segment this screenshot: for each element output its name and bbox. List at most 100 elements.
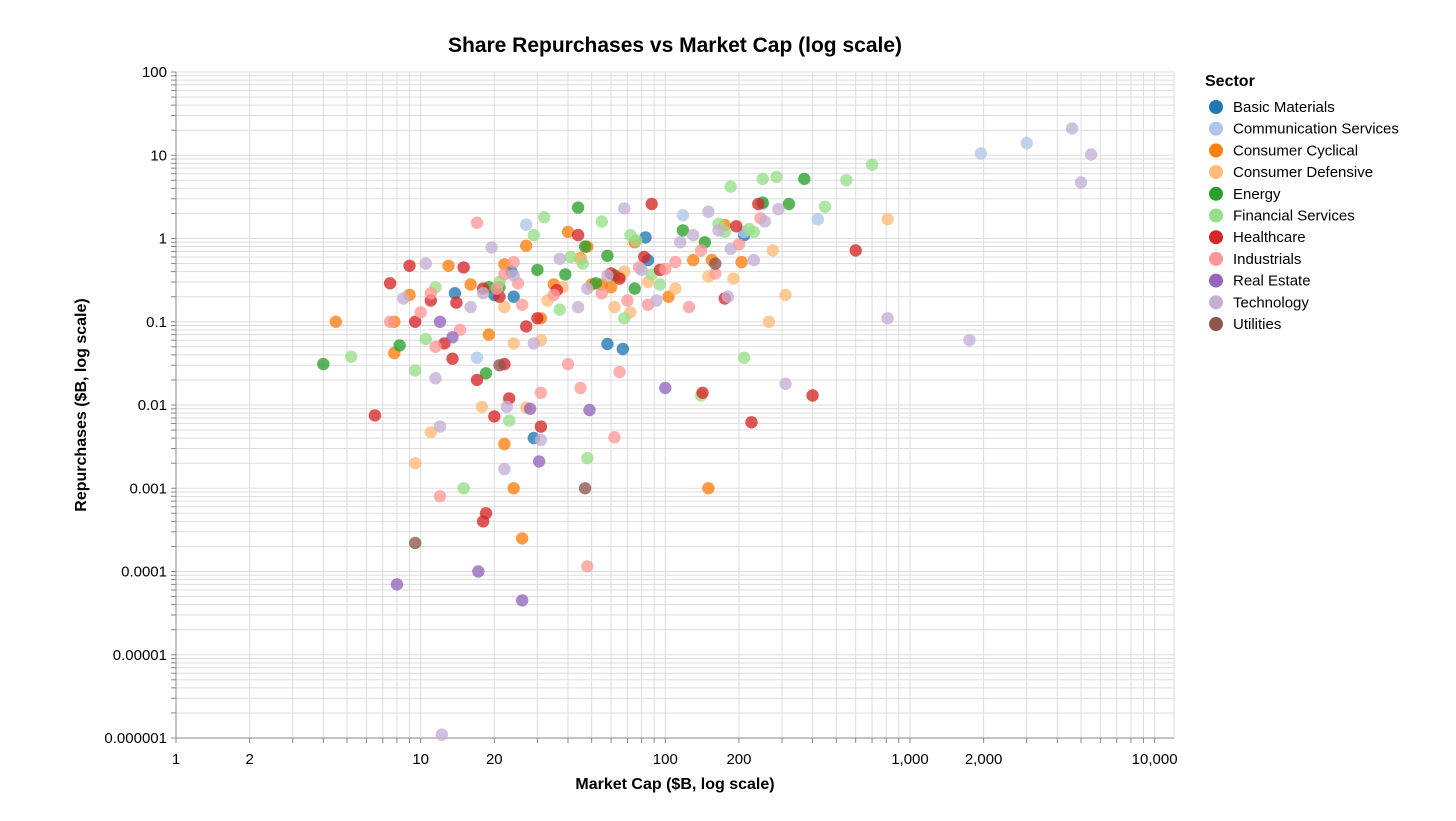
data-point [653, 278, 667, 291]
y-tick-label: 0.1 [146, 314, 167, 331]
data-point [674, 236, 687, 249]
data-point [1084, 148, 1098, 161]
x-tick-label: 20 [486, 751, 503, 768]
legend-swatch [1209, 208, 1223, 223]
data-point [490, 282, 504, 295]
legend-label: Healthcare [1233, 229, 1306, 246]
data-point [429, 340, 442, 353]
x-tick-label: 200 [726, 751, 751, 768]
data-point [534, 420, 548, 433]
data-point [419, 332, 432, 346]
data-point [498, 462, 511, 476]
data-point [475, 400, 489, 414]
data-point [669, 282, 682, 295]
data-point [538, 211, 551, 224]
data-point [1074, 176, 1088, 189]
data-point [520, 239, 533, 252]
data-point [737, 351, 751, 364]
data-point [409, 457, 422, 470]
data-point [578, 240, 592, 253]
y-tick-label: 0.00001 [113, 647, 167, 664]
data-point [782, 197, 796, 211]
data-point [772, 203, 785, 216]
axes: 1 2 10 20 100 200 1,000 2,000 10,000 100 10 1 0.1 0.0… [104, 64, 1177, 768]
data-point [559, 268, 572, 281]
data-point [621, 294, 634, 307]
legend-swatch [1209, 186, 1223, 201]
legend-label: Consumer Defensive [1233, 164, 1373, 181]
data-point [433, 490, 447, 503]
data-point [779, 377, 792, 390]
data-point [881, 312, 894, 325]
data-point [818, 200, 832, 213]
data-point [507, 482, 520, 495]
data-point [534, 386, 548, 399]
data-point [811, 213, 824, 226]
data-point [507, 255, 520, 269]
data-point [488, 410, 501, 423]
data-point [520, 320, 533, 333]
data-point [516, 298, 529, 311]
y-axis-title: Repurchases ($B, log scale) [73, 298, 90, 511]
data-point [409, 364, 422, 377]
data-point [571, 201, 585, 214]
data-point [635, 263, 648, 277]
data-point [849, 244, 862, 257]
data-point [758, 215, 771, 228]
data-point [345, 350, 358, 363]
data-point [581, 282, 594, 295]
y-tick-label: 0.0001 [121, 564, 167, 581]
data-point [498, 268, 511, 281]
data-point [595, 215, 608, 228]
x-tick-label: 1,000 [891, 751, 929, 768]
data-point [498, 258, 511, 271]
data-point [448, 287, 462, 300]
data-point [865, 158, 879, 171]
x-tick-label: 10,000 [1132, 751, 1178, 768]
data-point [662, 290, 675, 303]
chart-title: Share Repurchases vs Market Cap (log sca… [448, 34, 902, 57]
data-point [419, 257, 432, 270]
data-point [329, 315, 342, 328]
legend-label: Real Estate [1233, 273, 1311, 290]
data-point [1020, 136, 1033, 150]
data-point [770, 170, 783, 184]
data-point [604, 281, 618, 294]
legend-swatch [1209, 295, 1223, 310]
data-point [727, 272, 740, 285]
data-point [1065, 122, 1079, 135]
legend-label: Communication Services [1233, 121, 1399, 138]
data-point [628, 282, 641, 295]
data-point [613, 272, 626, 285]
data-point [464, 300, 477, 314]
data-point [523, 402, 537, 415]
data-point [963, 334, 976, 347]
data-point [601, 249, 614, 262]
data-point [581, 451, 594, 465]
data-point [531, 312, 544, 325]
legend-swatch [1209, 230, 1223, 245]
data-point [709, 257, 722, 270]
data-point [735, 255, 748, 269]
data-point [709, 267, 722, 280]
data-point [498, 437, 511, 451]
legend-title: Sector [1205, 73, 1255, 90]
data-point [527, 228, 540, 242]
data-point [618, 202, 631, 215]
data-point [397, 292, 410, 305]
legend-swatch [1209, 143, 1223, 158]
data-point [608, 431, 621, 444]
data-point [393, 339, 406, 352]
data-point [730, 220, 743, 233]
data-point [485, 241, 498, 254]
data-point [470, 351, 484, 364]
data-point [581, 560, 594, 573]
data-point [507, 337, 520, 350]
data-point [779, 288, 792, 302]
data-point [457, 261, 470, 274]
data-point [507, 269, 520, 282]
data-point [756, 172, 769, 186]
data-point [433, 315, 447, 328]
legend-label: Basic Materials [1233, 99, 1335, 116]
data-point [383, 277, 397, 290]
